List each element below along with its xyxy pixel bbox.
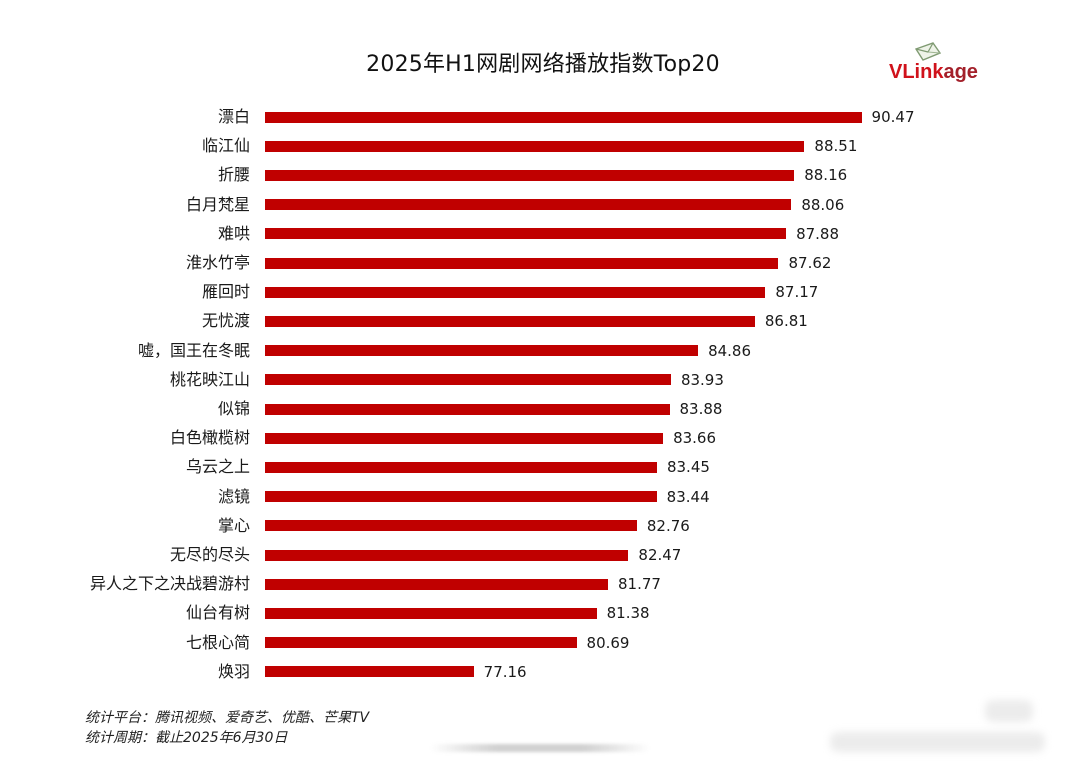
value-label: 83.45 — [666, 458, 710, 477]
bar — [265, 199, 792, 211]
category-label: 雁回时 — [201, 282, 250, 302]
logo-text-main: VLink — [889, 61, 944, 83]
logo-paper-icon — [914, 42, 942, 61]
value-label: 83.88 — [679, 400, 723, 418]
bar — [265, 228, 787, 240]
category-label: 嘘，国王在冬眠 — [137, 340, 250, 360]
bar — [265, 374, 671, 386]
value-label: 77.16 — [483, 662, 527, 681]
value-label: 87.17 — [775, 283, 819, 302]
bar — [265, 345, 699, 357]
category-label: 白月梵星 — [185, 194, 250, 214]
bar — [265, 491, 657, 503]
bar — [265, 578, 608, 590]
value-label: 88.06 — [801, 195, 845, 214]
vlinkage-logo: VLinkage — [889, 58, 978, 86]
bar — [265, 432, 664, 444]
value-label: 81.38 — [606, 604, 650, 623]
value-label: 88.51 — [814, 137, 858, 156]
value-label: 88.16 — [804, 166, 848, 185]
category-label: 无尽的尽头 — [169, 545, 250, 564]
watermark-blur — [830, 732, 1045, 752]
value-label: 90.47 — [871, 108, 915, 126]
bar — [265, 520, 637, 532]
value-label: 80.69 — [586, 633, 630, 652]
bar — [265, 286, 766, 298]
category-label: 桃花映江山 — [169, 369, 250, 389]
watermark-blur — [985, 700, 1033, 722]
value-label: 83.66 — [673, 429, 717, 448]
bar — [265, 461, 657, 473]
category-label: 滤镜 — [217, 486, 250, 506]
category-label: 掌心 — [217, 515, 250, 535]
bar — [265, 257, 779, 269]
chart-title: 2025年H1网剧网络播放指数Top20 — [366, 52, 720, 77]
value-label: 82.47 — [638, 546, 682, 564]
category-label: 异人之下之决战碧游村 — [89, 574, 250, 594]
value-label: 84.86 — [708, 341, 752, 360]
category-label: 七根心简 — [185, 632, 250, 652]
footnote-period: 统计周期：截止2025年6月30日 — [85, 730, 288, 746]
value-label: 82.76 — [646, 516, 690, 535]
bar — [265, 140, 805, 152]
category-label: 漂白 — [217, 107, 250, 126]
category-label: 折腰 — [217, 165, 250, 185]
value-label: 87.88 — [796, 224, 840, 243]
bar — [265, 549, 629, 561]
category-label: 无忧渡 — [201, 311, 250, 331]
category-label: 乌云之上 — [185, 457, 250, 477]
category-label: 焕羽 — [217, 661, 250, 681]
category-label: 似锦 — [217, 399, 250, 418]
category-label: 临江仙 — [201, 136, 250, 156]
category-label: 仙台有树 — [185, 603, 250, 623]
bar — [265, 666, 474, 678]
bar — [265, 637, 577, 649]
value-label: 83.93 — [680, 370, 724, 389]
value-label: 83.44 — [666, 487, 710, 506]
bar — [265, 315, 755, 327]
value-label: 81.77 — [618, 575, 661, 594]
bottom-shadow — [430, 744, 650, 752]
category-label: 白色橄榄树 — [169, 428, 250, 448]
category-label: 淮水竹亭 — [185, 253, 250, 272]
logo-text-suffix: age — [943, 61, 978, 83]
footnote-platform: 统计平台：腾讯视频、爱奇艺、优酷、芒果TV — [85, 710, 370, 726]
value-label: 86.81 — [764, 312, 808, 331]
bar — [265, 111, 862, 123]
bar — [265, 169, 795, 181]
bar — [265, 607, 597, 619]
bar — [265, 403, 670, 415]
value-label: 87.62 — [788, 254, 832, 272]
category-label: 难哄 — [217, 223, 250, 243]
